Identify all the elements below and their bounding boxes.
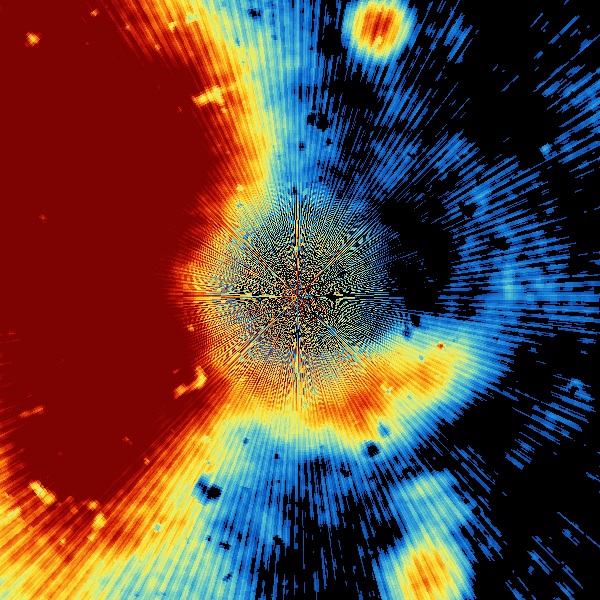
radar-display: Base Reflectivity dBZ: [0, 0, 600, 600]
radar-reflectivity-canvas: [0, 0, 600, 600]
